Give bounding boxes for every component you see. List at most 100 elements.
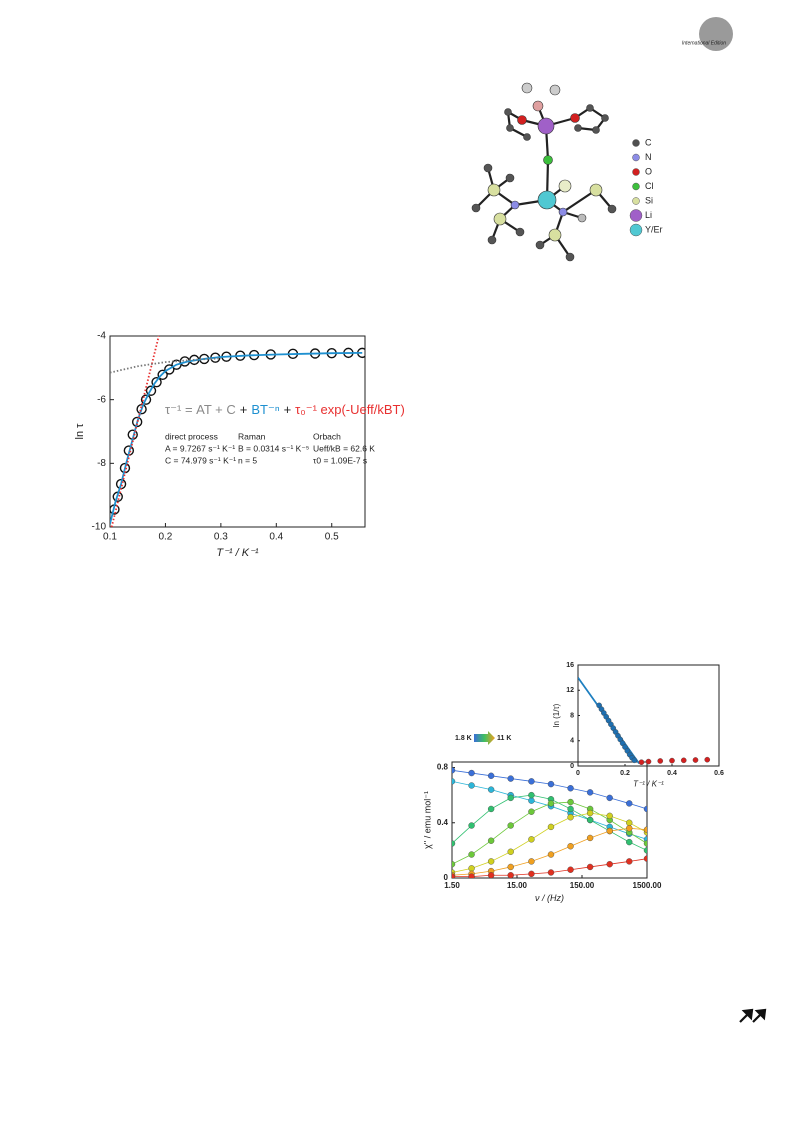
data-point: [151, 376, 162, 388]
data-point: [164, 364, 175, 375]
y-axis-label: χ'' / emu mol⁻¹: [422, 791, 432, 849]
data-point: [468, 782, 475, 789]
data-point: [452, 840, 456, 847]
y-tick-label: -8: [97, 458, 106, 469]
x-tick-label: 1.50: [444, 881, 460, 890]
y-tick-label: 0.8: [437, 763, 449, 772]
data-point: [567, 814, 574, 821]
x-tick-label: 0.6: [714, 770, 724, 777]
data-point: [626, 858, 633, 865]
data-point: [119, 462, 131, 474]
legend-swatch: [632, 197, 640, 205]
data-point: [487, 805, 495, 813]
y-tick-label: 0: [444, 873, 449, 882]
data-point: [638, 759, 645, 766]
data-point: [547, 823, 555, 831]
legend-label: Li: [645, 210, 652, 220]
equation-part: +: [240, 402, 248, 417]
legend-label: Y/Er: [645, 224, 663, 234]
x-axis-label: ν / (Hz): [535, 893, 564, 903]
y-tick-label: 12: [566, 687, 574, 694]
data-point: [528, 797, 535, 804]
data-point: [567, 798, 574, 806]
legend-swatch: [629, 223, 643, 237]
data-point: [528, 808, 535, 815]
data-point: [680, 757, 687, 764]
series-line: [452, 780, 647, 840]
data-point: [487, 872, 495, 878]
series-group: [452, 767, 647, 878]
annotation: Ueff/kB = 62.6 K: [313, 443, 375, 453]
data-point: [528, 778, 535, 785]
legend-swatch: [632, 168, 640, 176]
series-group: [578, 677, 711, 766]
y-tick-label: 8: [570, 712, 574, 719]
data-point: [487, 837, 495, 844]
x-tick-label: 1500.00: [633, 881, 662, 890]
data-point: [468, 822, 475, 829]
data-point: [657, 758, 664, 764]
data-point: [606, 812, 613, 820]
series-line: [110, 357, 221, 374]
data-point: [567, 785, 574, 792]
x-tick-label: 0.2: [620, 770, 630, 777]
annotation: B = 0.0314 s⁻¹ K⁻⁵: [238, 443, 309, 453]
x-tick-label: 0.4: [667, 770, 677, 777]
annotation: τ0 = 1.09E-7 s: [313, 455, 367, 465]
data-point: [487, 786, 495, 793]
annotation: Orbach: [313, 431, 341, 441]
legend-label: Cl: [645, 181, 654, 191]
annotation: A = 9.7267 s⁻¹ K⁻¹: [165, 443, 235, 453]
y-axis-label: ln (1/τ): [552, 703, 561, 727]
equation-part: τ⁻¹ = AT + C: [165, 402, 236, 417]
equation-part: +: [284, 402, 292, 417]
data-point: [468, 865, 475, 872]
data-point: [452, 767, 456, 774]
data-point: [528, 870, 535, 878]
equation-part: BT⁻ⁿ: [251, 402, 279, 417]
chart: 0 0.2 0.4 0.6 0 4 8 12 16 T⁻¹ / K⁻¹ ln (1/τ): [552, 662, 724, 788]
range-label: 11 K: [497, 735, 511, 742]
data-point: [606, 827, 613, 835]
data-point: [626, 825, 633, 832]
data-point: [487, 858, 495, 865]
series-group: [110, 335, 365, 527]
x-tick-label: 0.4: [269, 532, 283, 543]
y-tick-label: -6: [97, 394, 106, 405]
data-point: [140, 394, 152, 405]
legend-swatch: [632, 139, 640, 147]
data-point: [507, 848, 514, 855]
data-point: [643, 805, 647, 813]
y-tick-label: -10: [92, 522, 107, 533]
legend-swatch: [632, 182, 640, 191]
y-tick-label: 4: [570, 738, 574, 745]
data-point: [507, 863, 514, 871]
data-point: [136, 404, 147, 415]
data-point: [704, 756, 711, 763]
data-point: [507, 794, 514, 802]
data-point: [586, 789, 594, 796]
legend-label: N: [645, 152, 652, 162]
x-tick-label: 0.5: [325, 532, 339, 543]
data-point: [669, 757, 675, 764]
data-point: [631, 757, 638, 764]
equation: τ⁻¹ = AT + C + BT⁻ⁿ + τ₀⁻¹ exp(-Ueff/kBT): [165, 402, 405, 417]
data-point: [131, 416, 143, 428]
data-point: [487, 772, 495, 780]
y-tick-label: 16: [566, 662, 574, 669]
y-tick-label: -4: [97, 331, 106, 342]
data-point: [643, 826, 647, 833]
y-tick-label: 0: [570, 763, 574, 770]
data-point: [586, 863, 594, 871]
x-tick-label: 15.00: [507, 881, 528, 890]
data-point: [586, 809, 594, 817]
legend-label: O: [645, 166, 652, 176]
data-point: [643, 840, 647, 847]
chart: 0.1 0.2 0.3 0.4 0.5 -4 -6 -8 -10 T⁻¹ / K⁻¹ ln τ τ⁻¹…: [74, 331, 405, 559]
molecule-atoms: [471, 82, 617, 262]
data-point: [586, 834, 594, 842]
annotation: n = 5: [238, 455, 257, 465]
data-point: [528, 858, 535, 865]
data-point: [547, 869, 555, 876]
y-axis-label: ln τ: [74, 423, 86, 440]
